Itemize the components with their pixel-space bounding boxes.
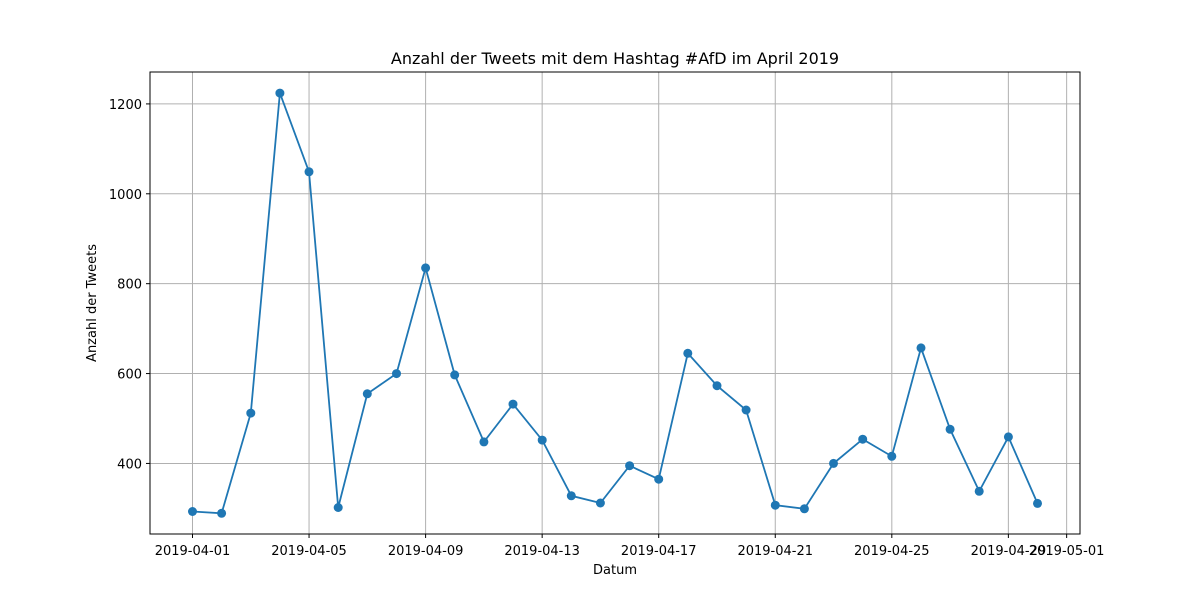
data-point: [887, 451, 897, 461]
x-tick-label: 2019-05-01: [1029, 544, 1105, 559]
data-point: [625, 461, 635, 471]
data-point: [741, 405, 751, 415]
data-point: [712, 381, 722, 391]
data-point: [333, 503, 343, 512]
x-tick-label: 2019-04-21: [737, 544, 813, 559]
x-axis-ticks: 2019-04-01 2019-04-05 2019-04-09 2019-04-13…: [155, 534, 1105, 559]
x-axis-label: Datum: [593, 563, 637, 578]
y-tick-label: 1200: [109, 98, 142, 113]
data-point: [654, 474, 664, 484]
y-axis-ticks: 400 600 800 1000 1200: [109, 98, 150, 472]
y-tick-label: 600: [117, 368, 142, 383]
x-tick-label: 2019-04-05: [271, 544, 347, 559]
data-point: [566, 491, 576, 501]
x-tick-label: 2019-04-29: [971, 544, 1047, 559]
data-point: [217, 508, 227, 518]
data-point: [829, 458, 838, 468]
x-tick-label: 2019-04-17: [621, 544, 697, 559]
x-tick-label: 2019-04-13: [504, 544, 580, 559]
data-point: [916, 343, 926, 353]
data-point: [246, 408, 256, 418]
data-point: [450, 370, 460, 380]
chart-title: Anzahl der Tweets mit dem Hashtag #AfD i…: [391, 49, 839, 68]
data-point: [362, 389, 372, 399]
plot-area-frame: [149, 71, 1081, 535]
data-point: [304, 167, 314, 177]
x-tick-label: 2019-04-09: [388, 544, 464, 559]
data-points: [188, 88, 1042, 518]
data-point: [508, 399, 518, 409]
data-point: [421, 263, 431, 273]
data-point: [188, 507, 197, 516]
data-point: [537, 435, 547, 445]
data-point: [683, 348, 693, 358]
y-tick-label: 800: [117, 278, 142, 293]
data-point: [799, 504, 809, 514]
data-point: [974, 486, 984, 496]
x-tick-label: 2019-04-01: [155, 544, 231, 559]
series-line-layer: [192, 92, 1039, 515]
y-tick-label: 1000: [109, 188, 142, 203]
data-point: [479, 437, 489, 447]
data-point: [1033, 498, 1042, 508]
data-point: [858, 434, 868, 444]
y-axis-label: Anzahl der Tweets: [85, 244, 100, 362]
x-tick-label: 2019-04-25: [854, 544, 930, 559]
data-point: [770, 500, 780, 510]
grid: [150, 72, 1080, 534]
series-line: [192, 92, 1039, 515]
data-point: [595, 498, 605, 508]
y-tick-label: 400: [117, 457, 142, 472]
data-point: [1003, 432, 1013, 442]
data-point: [392, 369, 401, 379]
data-point: [275, 88, 285, 98]
data-point: [945, 424, 955, 434]
